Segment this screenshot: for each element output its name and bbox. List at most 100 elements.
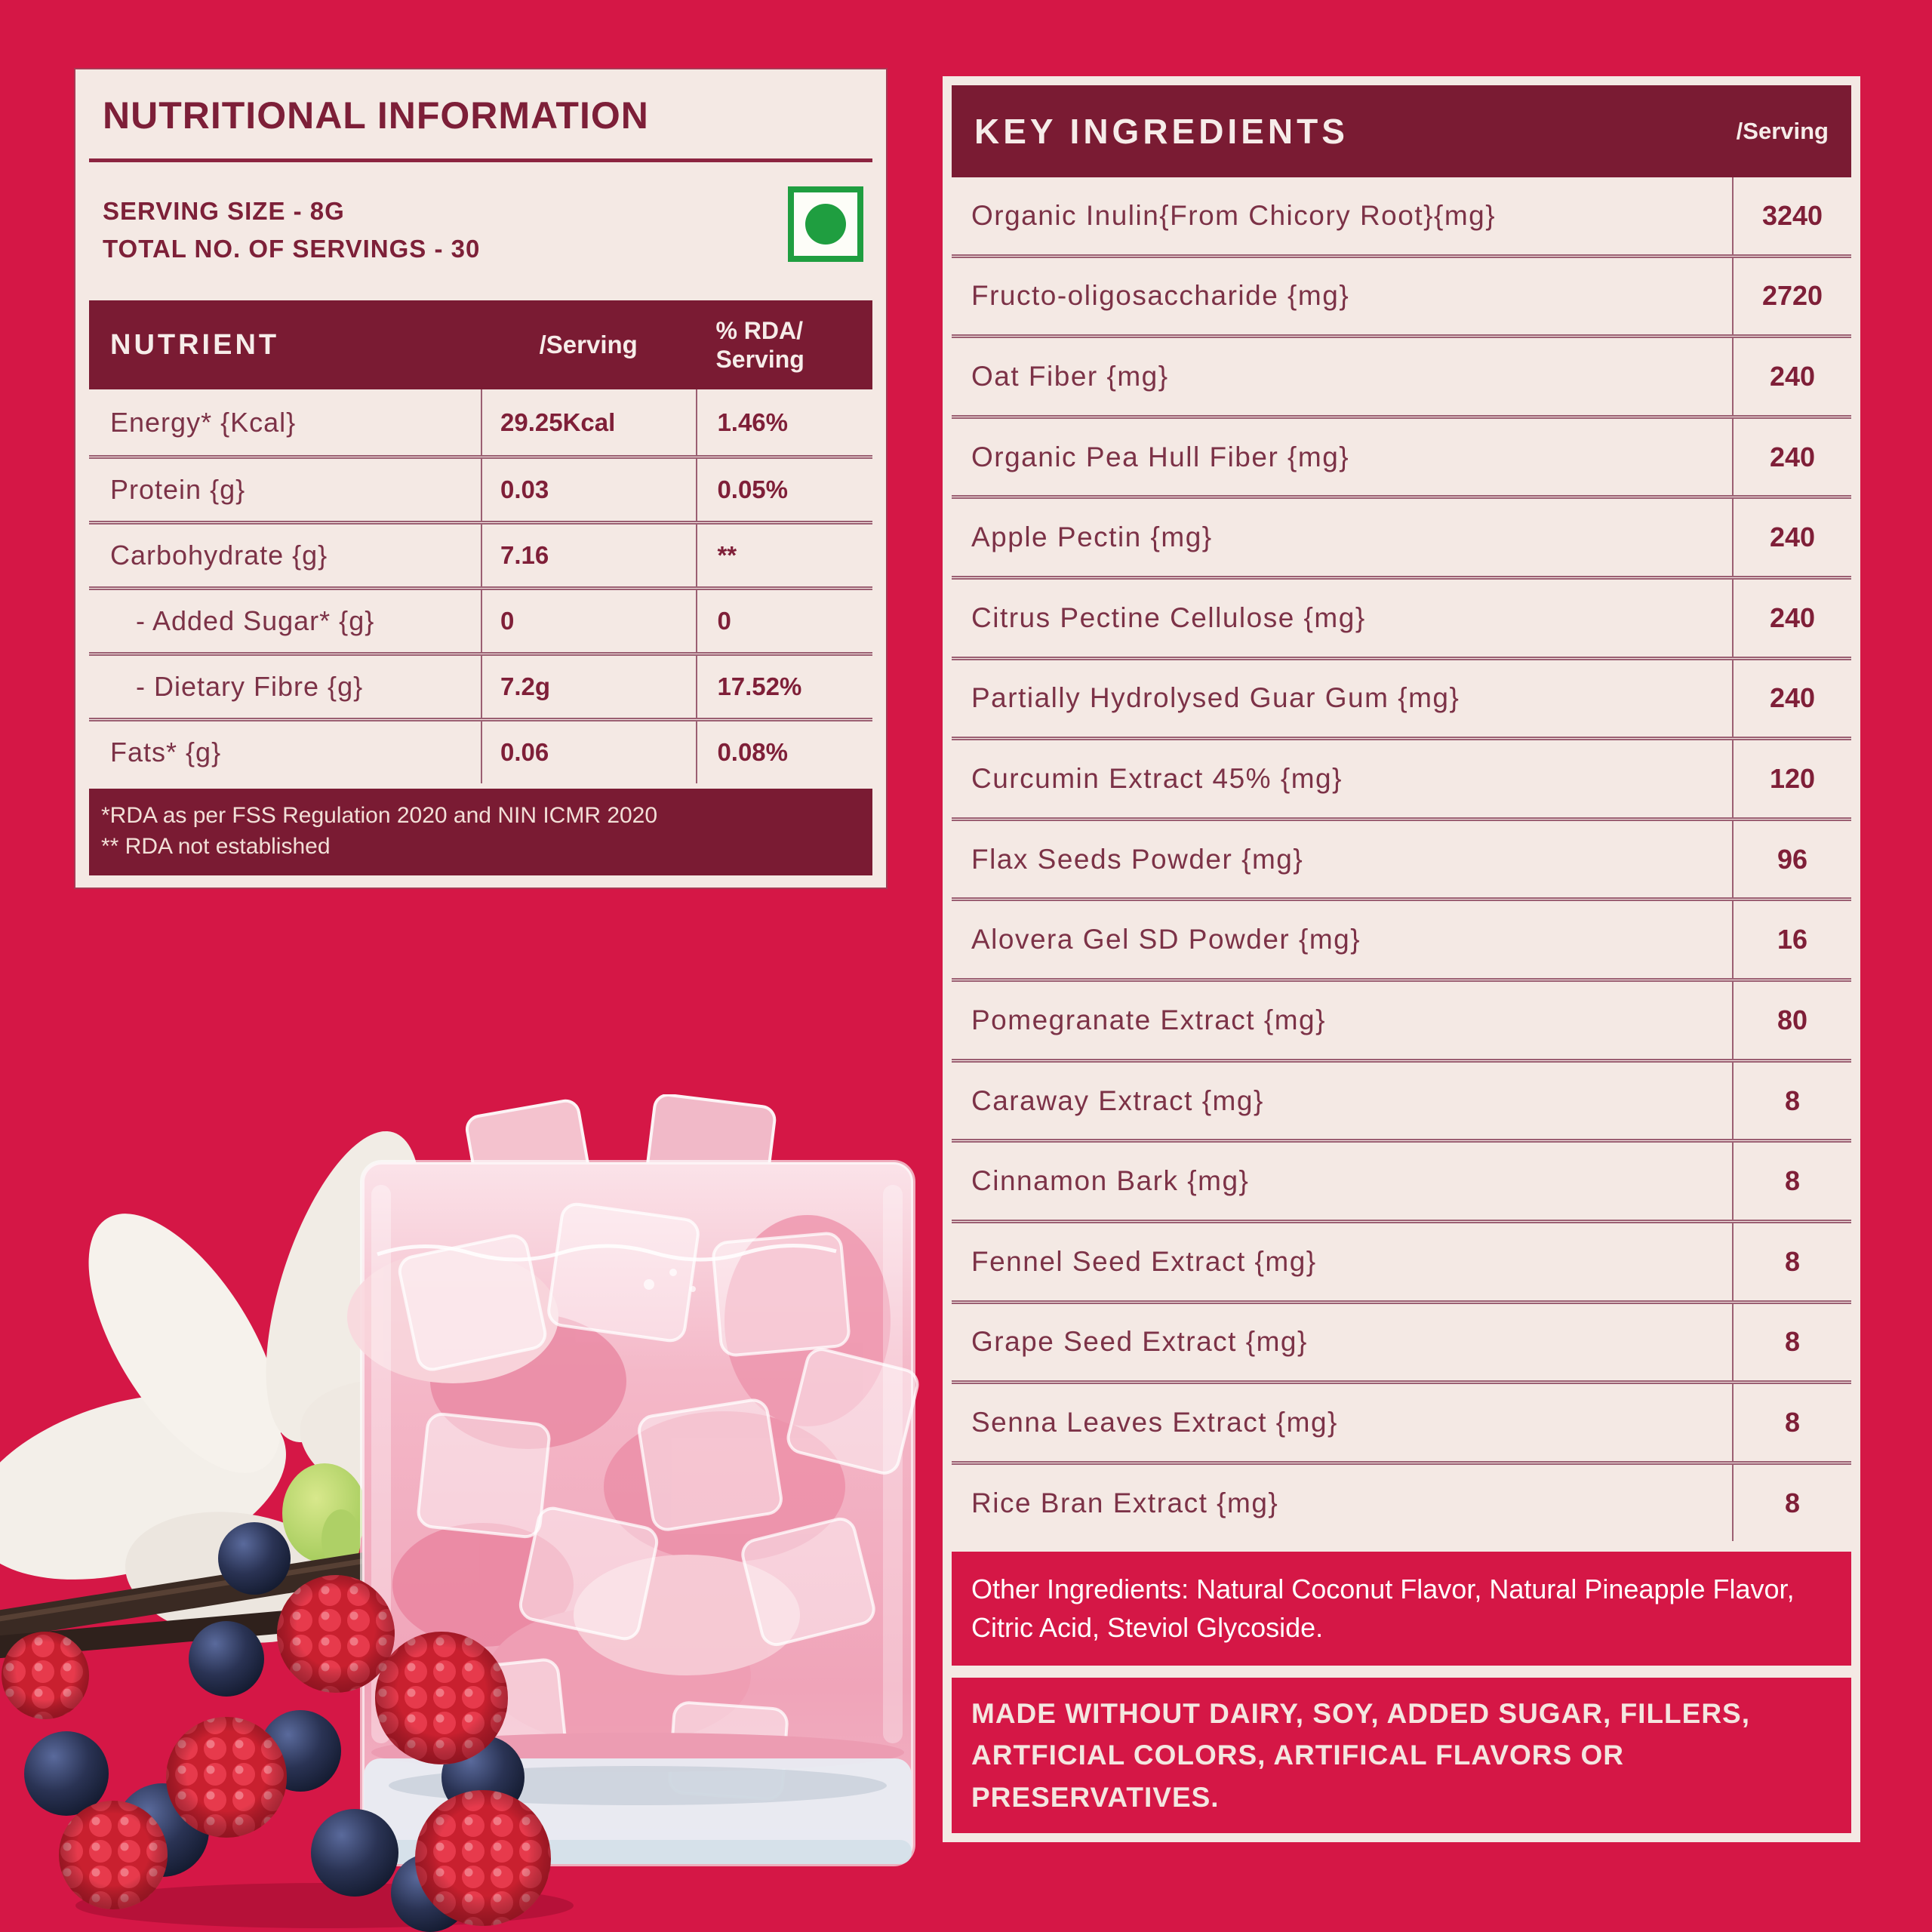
title-divider: [89, 158, 872, 162]
header-rda-line2: Serving: [715, 346, 804, 373]
ingredient-value: 8: [1732, 1464, 1851, 1542]
list-item: Rice Bran Extract {mg} 8: [952, 1460, 1851, 1542]
key-ingredients-panel: KEY INGREDIENTS /Serving Organic Inulin{…: [943, 76, 1860, 1842]
list-item: Apple Pectin {mg} 240: [952, 495, 1851, 577]
nutritional-information-panel: NUTRITIONAL INFORMATION SERVING SIZE - 8…: [74, 68, 888, 889]
ingredient-value: 240: [1732, 580, 1851, 657]
ingredient-name: Oat Fiber {mg}: [971, 361, 1169, 392]
ingredient-rows: Organic Inulin{From Chicory Root}{mg} 32…: [952, 177, 1851, 1542]
nutrient-name: Carbohydrate {g}: [110, 540, 328, 571]
raspberries-image: [2, 1575, 551, 1926]
ingredient-value: 8: [1732, 1303, 1851, 1381]
ingredient-value: 120: [1732, 740, 1851, 817]
ingredient-value: 8: [1732, 1143, 1851, 1220]
footnote-line-2: ** RDA not established: [101, 833, 331, 859]
ingredient-name: Cinnamon Bark {mg}: [971, 1165, 1250, 1197]
nutrient-rda: 17.52%: [696, 656, 872, 718]
ingredient-name: Pomegranate Extract {mg}: [971, 1004, 1326, 1035]
table-row: Fats* {g} 0.06 0.08%: [89, 718, 872, 783]
header-rda: % RDA/ Serving: [696, 316, 872, 374]
nutrient-per-serving: 0: [481, 590, 696, 652]
ingredient-value: 3240: [1732, 177, 1851, 254]
serving-size-line: SERVING SIZE - 8G: [103, 197, 345, 225]
ingredient-name: Citrus Pectine Cellulose {mg}: [971, 601, 1366, 633]
table-row: - Added Sugar* {g} 0 0: [89, 586, 872, 652]
table-row: - Dietary Fibre {g} 7.2g 17.52%: [89, 652, 872, 718]
nutrient-table-header: NUTRIENT /Serving % RDA/ Serving: [89, 300, 872, 389]
nutrient-rda: 0.08%: [696, 721, 872, 783]
list-item: Flax Seeds Powder {mg} 96: [952, 817, 1851, 898]
ingredient-value: 96: [1732, 820, 1851, 898]
nutrient-name: Energy* {Kcal}: [110, 406, 297, 438]
ingredient-name: Senna Leaves Extract {mg}: [971, 1406, 1338, 1438]
nutrient-rda: 1.46%: [696, 389, 872, 455]
ingredient-value: 8: [1732, 1062, 1851, 1140]
list-item: Oat Fiber {mg} 240: [952, 334, 1851, 415]
key-ingredients-title: KEY INGREDIENTS: [974, 112, 1349, 151]
ingredient-name: Rice Bran Extract {mg}: [971, 1487, 1279, 1518]
key-ingredients-header: KEY INGREDIENTS /Serving: [952, 85, 1851, 177]
nutrition-title: NUTRITIONAL INFORMATION: [103, 94, 649, 137]
nutrient-name: Protein {g}: [110, 474, 246, 505]
veg-mark-icon: [788, 186, 863, 262]
ingredient-name: Organic Pea Hull Fiber {mg}: [971, 441, 1350, 472]
header-nutrient: NUTRIENT: [110, 328, 280, 361]
list-item: Caraway Extract {mg} 8: [952, 1058, 1851, 1140]
nutrient-per-serving: 0.06: [481, 721, 696, 783]
rda-footnote: *RDA as per FSS Regulation 2020 and NIN …: [89, 789, 872, 875]
ingredient-name: Grape Seed Extract {mg}: [971, 1326, 1308, 1358]
nutrient-name: - Added Sugar* {g}: [136, 605, 375, 636]
list-item: Organic Inulin{From Chicory Root}{mg} 32…: [952, 177, 1851, 254]
serving-info: SERVING SIZE - 8G TOTAL NO. OF SERVINGS …: [103, 186, 874, 267]
ingredient-name: Apple Pectin {mg}: [971, 521, 1213, 553]
header-rda-line1: % RDA/: [715, 316, 803, 344]
per-serving-label: /Serving: [1736, 118, 1829, 144]
ingredient-value: 2720: [1732, 257, 1851, 335]
list-item: Curcumin Extract 45% {mg} 120: [952, 737, 1851, 817]
list-item: Pomegranate Extract {mg} 80: [952, 978, 1851, 1059]
list-item: Fennel Seed Extract {mg} 8: [952, 1219, 1851, 1300]
ingredient-value: 8: [1732, 1384, 1851, 1461]
ingredient-name: Organic Inulin{From Chicory Root}{mg}: [971, 199, 1497, 231]
list-item: Citrus Pectine Cellulose {mg} 240: [952, 576, 1851, 657]
table-row: Energy* {Kcal} 29.25Kcal 1.46%: [89, 389, 872, 455]
list-item: Partially Hydrolysed Guar Gum {mg} 240: [952, 656, 1851, 737]
nutrient-rda: 0: [696, 590, 872, 652]
nutrient-per-serving: 7.16: [481, 525, 696, 586]
table-row: Carbohydrate {g} 7.16 **: [89, 521, 872, 586]
header-per-serving: /Serving: [539, 331, 638, 358]
nutrient-name: Fats* {g}: [110, 737, 222, 768]
nutrient-rda: 0.05%: [696, 459, 872, 521]
nutrient-rda: **: [696, 525, 872, 586]
ingredient-name: Curcumin Extract 45% {mg}: [971, 763, 1343, 795]
ingredient-name: Caraway Extract {mg}: [971, 1084, 1264, 1116]
ingredient-value: 240: [1732, 660, 1851, 737]
list-item: Fructo-oligosaccharide {mg} 2720: [952, 254, 1851, 335]
ingredient-name: Fructo-oligosaccharide {mg}: [971, 280, 1350, 312]
footnote-line-1: *RDA as per FSS Regulation 2020 and NIN …: [101, 803, 658, 828]
ingredient-value: 16: [1732, 901, 1851, 979]
ingredient-name: Fennel Seed Extract {mg}: [971, 1245, 1317, 1277]
ingredient-name: Alovera Gel SD Powder {mg}: [971, 924, 1361, 955]
berries-image: [2, 1522, 574, 1932]
list-item: Senna Leaves Extract {mg} 8: [952, 1380, 1851, 1461]
drink-photo: [0, 1094, 919, 1932]
nutrient-per-serving: 0.03: [481, 459, 696, 521]
ingredient-value: 80: [1732, 982, 1851, 1059]
list-item: Cinnamon Bark {mg} 8: [952, 1139, 1851, 1220]
list-item: Organic Pea Hull Fiber {mg} 240: [952, 414, 1851, 496]
ingredient-value: 240: [1732, 418, 1851, 496]
total-servings-line: TOTAL NO. OF SERVINGS - 30: [103, 234, 481, 263]
list-item: Grape Seed Extract {mg} 8: [952, 1300, 1851, 1381]
nutrient-per-serving: 7.2g: [481, 656, 696, 718]
table-row: Protein {g} 0.03 0.05%: [89, 455, 872, 521]
ingredient-name: Partially Hydrolysed Guar Gum {mg}: [971, 682, 1460, 714]
nutrient-table: NUTRIENT /Serving % RDA/ Serving Energy*…: [89, 300, 872, 783]
made-without-note: MADE WITHOUT DAIRY, SOY, ADDED SUGAR, FI…: [952, 1677, 1851, 1833]
other-ingredients-note: Other Ingredients: Natural Coconut Flavo…: [952, 1552, 1851, 1666]
nutrient-name: - Dietary Fibre {g}: [136, 671, 364, 702]
veg-dot-icon: [805, 204, 846, 245]
list-item: Alovera Gel SD Powder {mg} 16: [952, 897, 1851, 979]
ingredient-value: 8: [1732, 1223, 1851, 1300]
nutrient-rows: Energy* {Kcal} 29.25Kcal 1.46% Protein {…: [89, 389, 872, 783]
